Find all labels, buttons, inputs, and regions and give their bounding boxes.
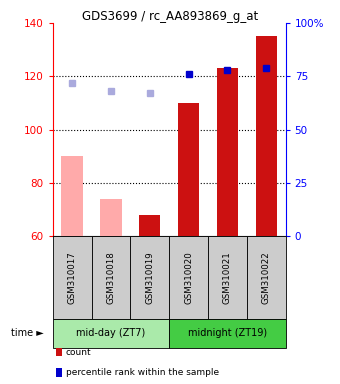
Bar	[139, 215, 160, 236]
Bar	[256, 36, 277, 236]
Text: GDS3699 / rc_AA893869_g_at: GDS3699 / rc_AA893869_g_at	[82, 10, 258, 23]
Bar	[178, 103, 199, 236]
Text: GSM310018: GSM310018	[106, 251, 115, 304]
Text: count: count	[66, 348, 91, 357]
Bar	[100, 199, 122, 236]
Text: GSM310022: GSM310022	[262, 251, 271, 304]
Text: percentile rank within the sample: percentile rank within the sample	[66, 368, 219, 377]
Text: GSM310020: GSM310020	[184, 251, 193, 304]
Bar	[62, 156, 83, 236]
Text: GSM310019: GSM310019	[145, 251, 154, 304]
Text: mid-day (ZT7): mid-day (ZT7)	[76, 328, 146, 338]
Text: GSM310021: GSM310021	[223, 251, 232, 304]
Bar	[217, 68, 238, 236]
Text: time ►: time ►	[12, 328, 44, 338]
Text: midnight (ZT19): midnight (ZT19)	[188, 328, 267, 338]
Text: GSM310017: GSM310017	[68, 251, 76, 304]
